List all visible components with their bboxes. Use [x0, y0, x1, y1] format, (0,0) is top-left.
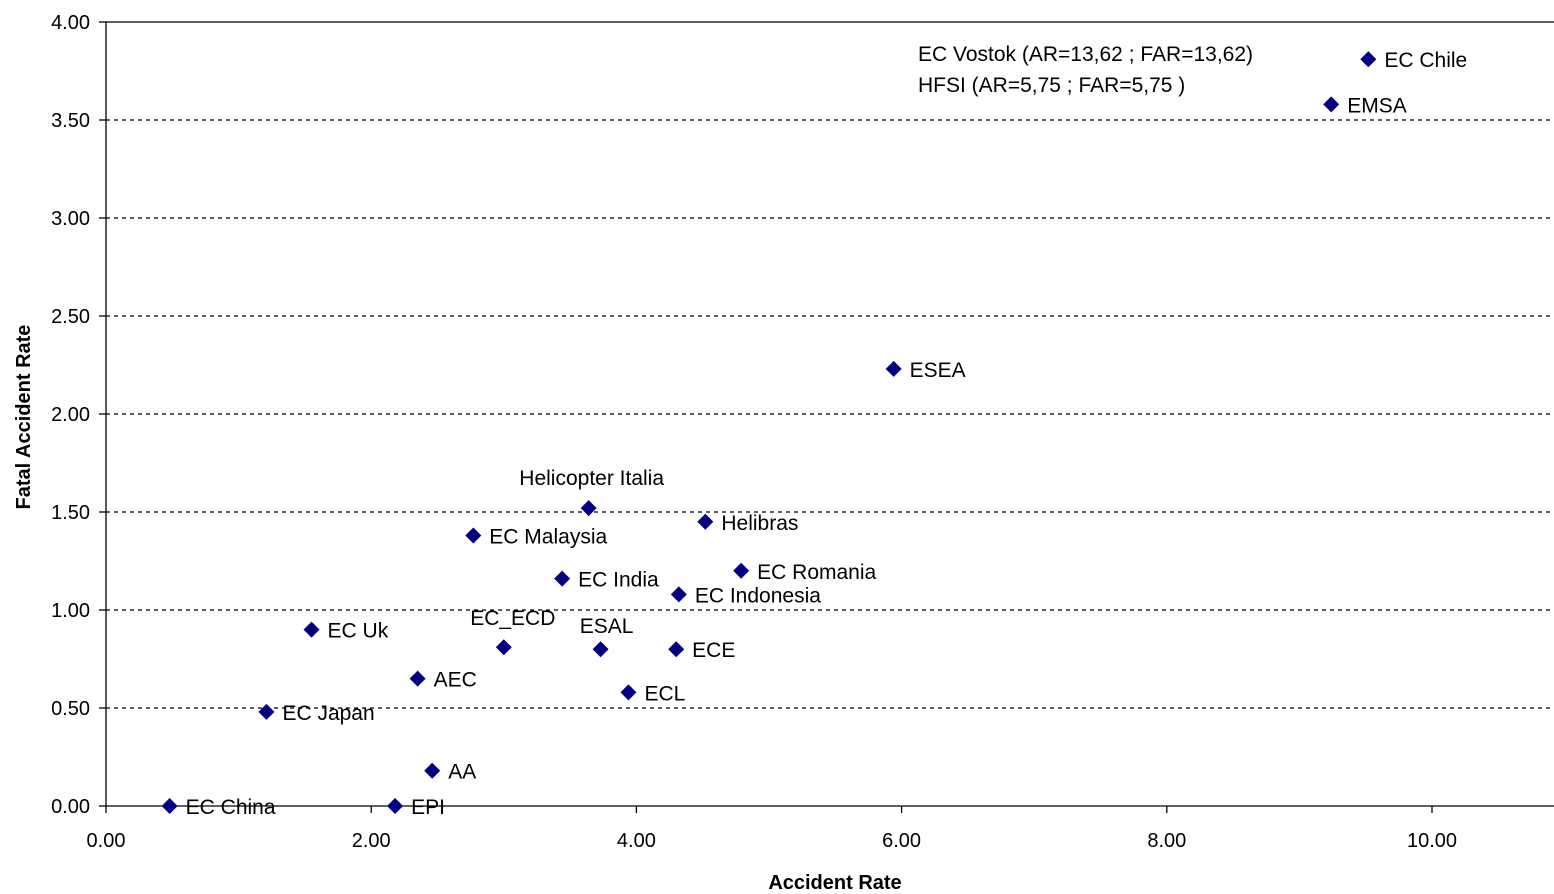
data-points — [161, 51, 1377, 814]
annotation-text: HFSI (AR=5,75 ; FAR=5,75 ) — [918, 74, 1185, 97]
point-label: EC China — [186, 796, 276, 819]
y-tick-label: 0.50 — [51, 698, 90, 720]
y-tick-label: 0.00 — [51, 796, 90, 818]
x-tick-label: 6.00 — [882, 830, 921, 852]
y-axis-title: Fatal Accident Rate — [13, 325, 35, 510]
annotation-text: EC Vostok (AR=13,62 ; FAR=13,62) — [918, 43, 1253, 66]
point-label: EC Japan — [282, 702, 374, 725]
point-marker — [424, 762, 441, 779]
annotations: EC Vostok (AR=13,62 ; FAR=13,62) HFSI (AR… — [918, 43, 1253, 97]
point-marker — [733, 562, 750, 579]
point-label: Helibras — [721, 512, 798, 535]
point-label: AA — [448, 761, 476, 784]
y-tick-label: 1.00 — [51, 600, 90, 622]
point-label: AEC — [434, 669, 477, 692]
point-marker — [161, 798, 178, 814]
point-label: Helicopter Italia — [519, 467, 664, 490]
y-tick-label: 1.50 — [51, 502, 90, 524]
point-label: ESEA — [910, 359, 966, 382]
point-marker — [258, 703, 275, 720]
grid-lines — [106, 119, 1554, 709]
y-tick-label: 4.00 — [51, 12, 90, 34]
point-marker — [465, 527, 482, 544]
y-tick-label: 3.50 — [51, 110, 90, 132]
point-marker — [620, 684, 637, 701]
point-marker — [580, 500, 597, 517]
point-marker — [668, 641, 685, 658]
point-marker — [1323, 96, 1340, 113]
y-tick-label: 2.50 — [51, 306, 90, 328]
point-label: EC_ECD — [470, 607, 555, 630]
point-labels: EC Chile EMSA ESEA Helicopter Italia Helibra… — [186, 49, 1468, 819]
point-label: EC Malaysia — [489, 526, 607, 549]
point-marker — [885, 360, 902, 377]
point-label: EPI — [411, 796, 445, 819]
x-tick-label: 10.00 — [1407, 830, 1457, 852]
point-marker — [697, 513, 714, 530]
point-marker — [495, 639, 512, 656]
point-marker — [303, 621, 320, 638]
point-label: ESAL — [580, 615, 634, 638]
x-axis-title: Accident Rate — [768, 872, 901, 894]
point-label: ECL — [644, 682, 685, 705]
x-tick-label: 2.00 — [352, 830, 391, 852]
x-tick-label: 0.00 — [87, 830, 126, 852]
point-label: EC Indonesia — [695, 584, 821, 607]
point-marker — [554, 570, 571, 587]
point-label: ECE — [692, 639, 735, 662]
point-marker — [1360, 51, 1377, 68]
x-tick-label: 8.00 — [1147, 830, 1186, 852]
point-marker — [409, 670, 426, 687]
point-marker — [670, 586, 687, 603]
point-marker — [387, 798, 404, 814]
axes — [99, 21, 1554, 813]
tick-labels: 0.00 0.50 1.00 1.50 2.00 2.50 3.00 3.50 4.00 0.00… — [51, 12, 1457, 852]
x-tick-label: 4.00 — [617, 830, 656, 852]
y-tick-label: 2.00 — [51, 404, 90, 426]
y-tick-label: 3.00 — [51, 208, 90, 230]
point-label: EC Chile — [1384, 49, 1467, 72]
point-label: EC India — [578, 569, 659, 592]
point-label: EMSA — [1347, 94, 1407, 117]
point-label: EC Romania — [757, 561, 876, 584]
point-label: EC Uk — [328, 620, 389, 643]
point-marker — [592, 641, 609, 658]
